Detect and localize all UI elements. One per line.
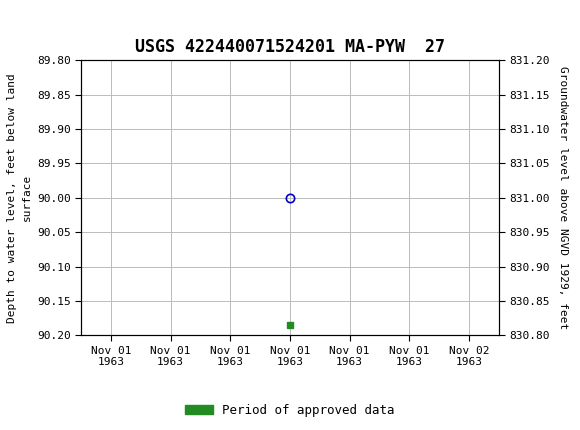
- Legend: Period of approved data: Period of approved data: [180, 399, 400, 421]
- Y-axis label: Depth to water level, feet below land
surface: Depth to water level, feet below land su…: [8, 73, 31, 322]
- Text: ≈USGS: ≈USGS: [7, 12, 70, 33]
- Y-axis label: Groundwater level above NGVD 1929, feet: Groundwater level above NGVD 1929, feet: [558, 66, 568, 329]
- Title: USGS 422440071524201 MA-PYW  27: USGS 422440071524201 MA-PYW 27: [135, 38, 445, 56]
